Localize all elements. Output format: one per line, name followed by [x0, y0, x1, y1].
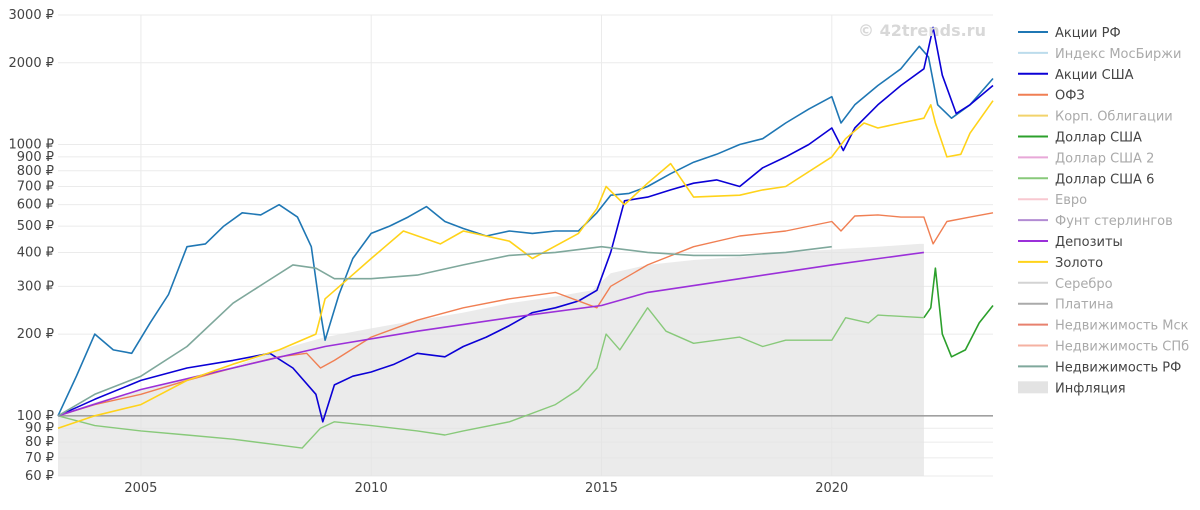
- y-tick-label: 90 ₽: [25, 421, 54, 436]
- y-tick-label: 2000 ₽: [9, 56, 55, 71]
- legend-label: Индекс МосБиржи: [1055, 47, 1181, 62]
- axes: 60 ₽ 70 ₽80 ₽90 ₽100 ₽ 200 ₽ 300 ₽ 400 ₽ 500 …: [9, 8, 849, 496]
- y-tick-label: 900 ₽: [17, 150, 54, 165]
- legend-item[interactable]: Акции РФ: [1018, 26, 1121, 41]
- legend-item[interactable]: Инфляция: [1018, 381, 1126, 396]
- y-tick-label: 80 ₽: [25, 435, 54, 450]
- y-tick-label: 60 ₽: [25, 469, 54, 484]
- legend-label: Акции РФ: [1055, 26, 1121, 41]
- legend-item[interactable]: Доллар США: [1018, 131, 1142, 146]
- legend-item[interactable]: Индекс МосБиржи: [1018, 47, 1181, 62]
- legend-item[interactable]: Фунт стерлингов: [1018, 214, 1173, 229]
- x-tick-label: 2010: [355, 481, 388, 496]
- y-tick-label: 700 ₽: [17, 179, 54, 194]
- legend-label: Акции США: [1055, 68, 1134, 83]
- y-tick-label: 200 ₽: [17, 327, 54, 342]
- plot-area: [57, 26, 994, 476]
- legend-item[interactable]: Евро: [1018, 193, 1087, 208]
- y-tick-label: 3000 ₽: [9, 8, 55, 23]
- x-tick-label: 2015: [585, 481, 618, 496]
- legend-item[interactable]: Серебро: [1018, 277, 1113, 292]
- legend-label: Инфляция: [1055, 381, 1126, 396]
- legend-label: Платина: [1055, 298, 1114, 313]
- series-line-16: [57, 245, 832, 417]
- legend-item[interactable]: Недвижимость Мск: [1018, 319, 1189, 334]
- x-tick-label: 2020: [815, 481, 848, 496]
- x-tick-label: 2005: [124, 481, 157, 496]
- y-tick-label: 500 ₽: [17, 219, 54, 234]
- legend-label: Евро: [1055, 193, 1087, 208]
- y-tick-label: 70 ₽: [25, 451, 54, 466]
- y-tick-label: 100 ₽: [17, 409, 54, 424]
- legend-item[interactable]: Акции США: [1018, 68, 1134, 83]
- legend-item[interactable]: Золото: [1018, 256, 1103, 271]
- legend-label: Золото: [1055, 256, 1103, 271]
- y-tick-label: 400 ₽: [17, 245, 54, 260]
- y-tick-label: 1000 ₽: [9, 137, 55, 152]
- legend-item[interactable]: Недвижимость РФ: [1018, 360, 1181, 375]
- legend-item[interactable]: Депозиты: [1018, 235, 1123, 250]
- legend-label: Корп. Облигации: [1055, 110, 1173, 125]
- legend-label: Фунт стерлингов: [1055, 214, 1173, 229]
- y-tick-label: 800 ₽: [17, 164, 54, 179]
- legend[interactable]: Акции РФ Индекс МосБиржи Акции США ОФЗ Корп.…: [1018, 26, 1189, 396]
- watermark: © 42trends.ru: [858, 21, 986, 40]
- series-line-7: [57, 307, 924, 449]
- series-line-5: [923, 267, 994, 358]
- legend-label: Серебро: [1055, 277, 1113, 292]
- legend-label: Доллар США 6: [1055, 172, 1154, 187]
- y-tick-label: 600 ₽: [17, 198, 54, 213]
- legend-swatch: [1018, 381, 1048, 394]
- legend-item[interactable]: Недвижимость СПб: [1018, 340, 1189, 355]
- series-line-0: [57, 45, 994, 417]
- legend-label: Доллар США: [1055, 131, 1142, 146]
- legend-label: Недвижимость СПб: [1055, 340, 1189, 355]
- legend-label: Депозиты: [1055, 235, 1123, 250]
- legend-item[interactable]: ОФЗ: [1018, 89, 1085, 104]
- legend-item[interactable]: Платина: [1018, 298, 1114, 313]
- legend-item[interactable]: Доллар США 2: [1018, 151, 1154, 166]
- legend-item[interactable]: Доллар США 6: [1018, 172, 1154, 187]
- legend-label: ОФЗ: [1055, 89, 1085, 104]
- legend-label: Доллар США 2: [1055, 151, 1154, 166]
- legend-item[interactable]: Корп. Облигации: [1018, 110, 1173, 125]
- legend-label: Недвижимость РФ: [1055, 360, 1181, 375]
- series-area-inflation: [58, 243, 924, 476]
- legend-label: Недвижимость Мск: [1055, 319, 1189, 334]
- y-tick-label: 300 ₽: [17, 279, 54, 294]
